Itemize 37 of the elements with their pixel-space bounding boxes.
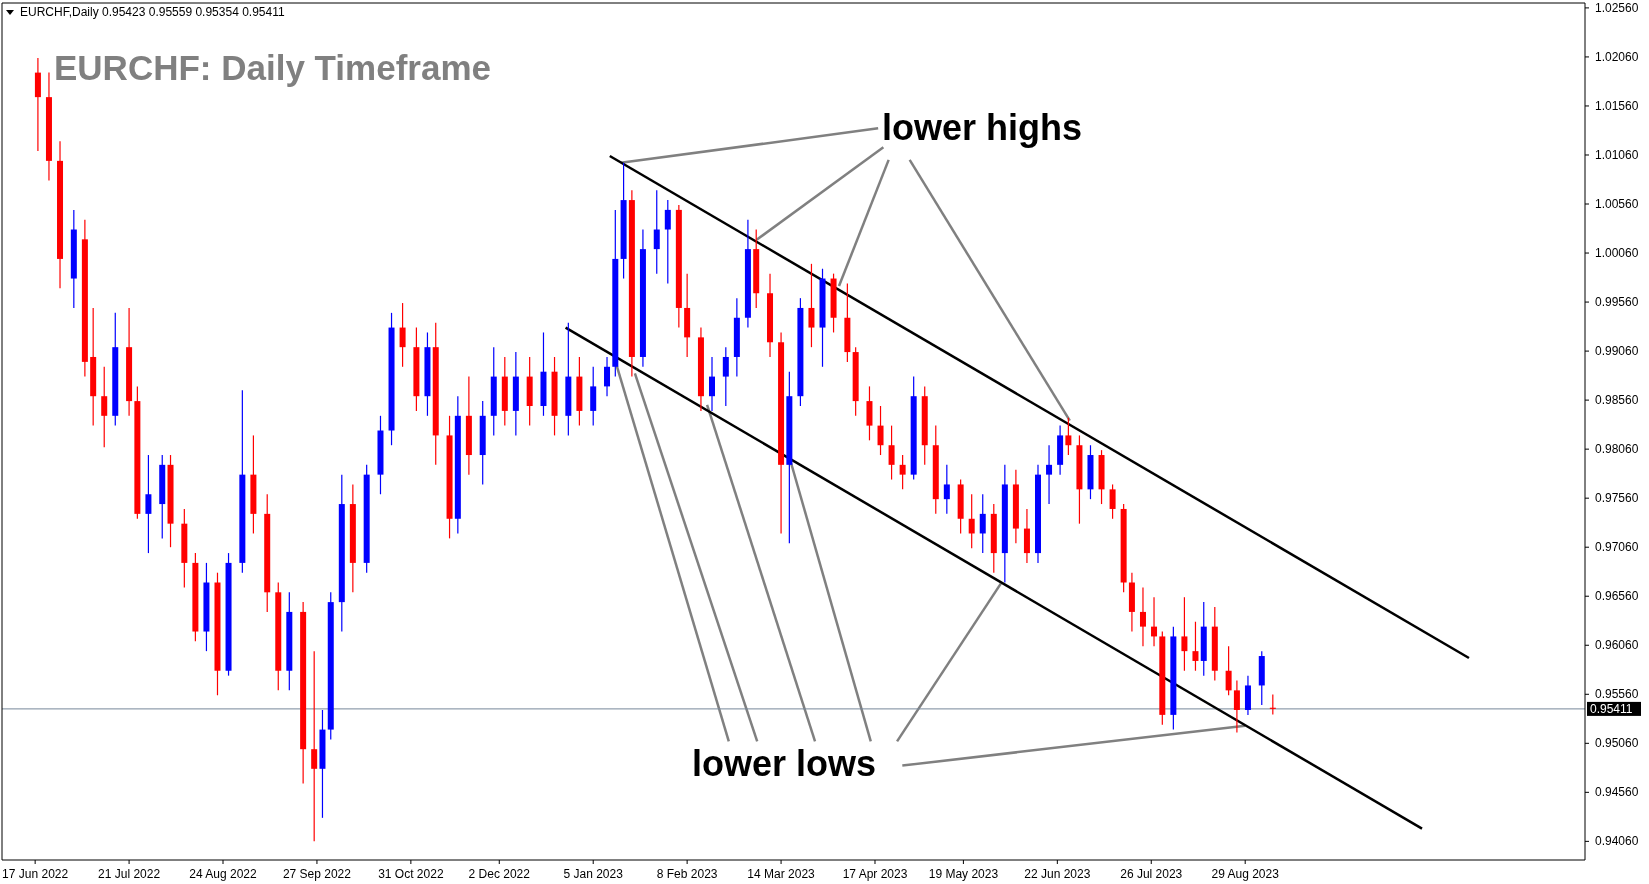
text: EURCHF: Daily Timeframe: [54, 48, 491, 87]
x-tick-label: 26 Jul 2023: [1120, 867, 1183, 881]
annotation: EURCHF,Daily 0.95423 0.95559 0.95354 0.95411: [20, 5, 285, 19]
y-tick-label: 1.00060: [1595, 246, 1639, 261]
y-tick-label: 0.96560: [1595, 589, 1639, 604]
y-tick-label: 0.98060: [1595, 442, 1639, 457]
x-tick-label: 24 Aug 2022: [189, 867, 258, 881]
y-tick-label: 0.99060: [1595, 344, 1639, 359]
x-tick-label: 22 Jun 2023: [1024, 867, 1091, 881]
ref-line-label: 0.95411: [1590, 701, 1633, 716]
x-tick-label: 29 Aug 2023: [1211, 867, 1280, 881]
x-tick-label: 17 Apr 2023: [842, 867, 908, 881]
y-tick-label: 1.01060: [1595, 147, 1639, 162]
x-tick-label: 2 Dec 2022: [468, 867, 531, 881]
x-tick-label: 19 May 2023: [928, 867, 999, 881]
y-tick-label: 0.95560: [1595, 687, 1639, 702]
x-tick-label: 21 Jul 2022: [98, 867, 161, 881]
y-tick-label: 1.02560: [1595, 0, 1639, 15]
y-tick-label: 0.97560: [1595, 491, 1639, 506]
y-tick-label: 0.97060: [1595, 540, 1639, 555]
y-tick-label: 0.98560: [1595, 393, 1639, 408]
x-tick-label: 14 Mar 2023: [747, 867, 816, 881]
x-tick-label: 31 Oct 2022: [378, 867, 444, 881]
annotation: lower lows: [692, 743, 877, 784]
x-tick-label: 27 Sep 2022: [282, 867, 352, 881]
y-tick-label: 0.95060: [1595, 736, 1639, 751]
y-tick-label: 1.00560: [1595, 197, 1639, 212]
y-tick-label: 0.94060: [1595, 834, 1639, 849]
annotation: lower highs: [882, 107, 1083, 148]
y-tick-label: 1.02060: [1595, 49, 1639, 64]
x-tick-label: 17 Jun 2022: [2, 867, 69, 881]
y-tick-label: 1.01560: [1595, 98, 1639, 113]
y-tick-label: 0.99560: [1595, 295, 1639, 310]
x-tick-label: 5 Jan 2023: [563, 867, 624, 881]
y-tick-label: 0.94560: [1595, 785, 1639, 800]
y-tick-label: 0.96060: [1595, 638, 1639, 653]
x-tick-label: 8 Feb 2023: [656, 867, 718, 881]
